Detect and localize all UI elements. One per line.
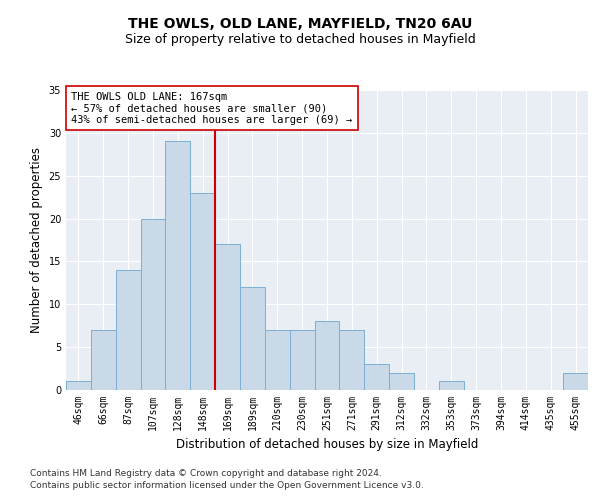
Bar [389, 373, 414, 390]
X-axis label: Distribution of detached houses by size in Mayfield: Distribution of detached houses by size … [176, 438, 478, 452]
Bar [290, 330, 314, 390]
Y-axis label: Number of detached properties: Number of detached properties [30, 147, 43, 333]
Bar [66, 382, 91, 390]
Bar [140, 218, 166, 390]
Bar [190, 193, 215, 390]
Bar [265, 330, 290, 390]
Text: Contains public sector information licensed under the Open Government Licence v3: Contains public sector information licen… [30, 481, 424, 490]
Text: THE OWLS, OLD LANE, MAYFIELD, TN20 6AU: THE OWLS, OLD LANE, MAYFIELD, TN20 6AU [128, 18, 472, 32]
Bar [314, 322, 340, 390]
Text: THE OWLS OLD LANE: 167sqm
← 57% of detached houses are smaller (90)
43% of semi-: THE OWLS OLD LANE: 167sqm ← 57% of detac… [71, 92, 352, 124]
Bar [364, 364, 389, 390]
Bar [240, 287, 265, 390]
Bar [91, 330, 116, 390]
Bar [215, 244, 240, 390]
Text: Contains HM Land Registry data © Crown copyright and database right 2024.: Contains HM Land Registry data © Crown c… [30, 468, 382, 477]
Bar [439, 382, 464, 390]
Bar [563, 373, 588, 390]
Bar [166, 142, 190, 390]
Bar [340, 330, 364, 390]
Text: Size of property relative to detached houses in Mayfield: Size of property relative to detached ho… [125, 32, 475, 46]
Bar [116, 270, 140, 390]
